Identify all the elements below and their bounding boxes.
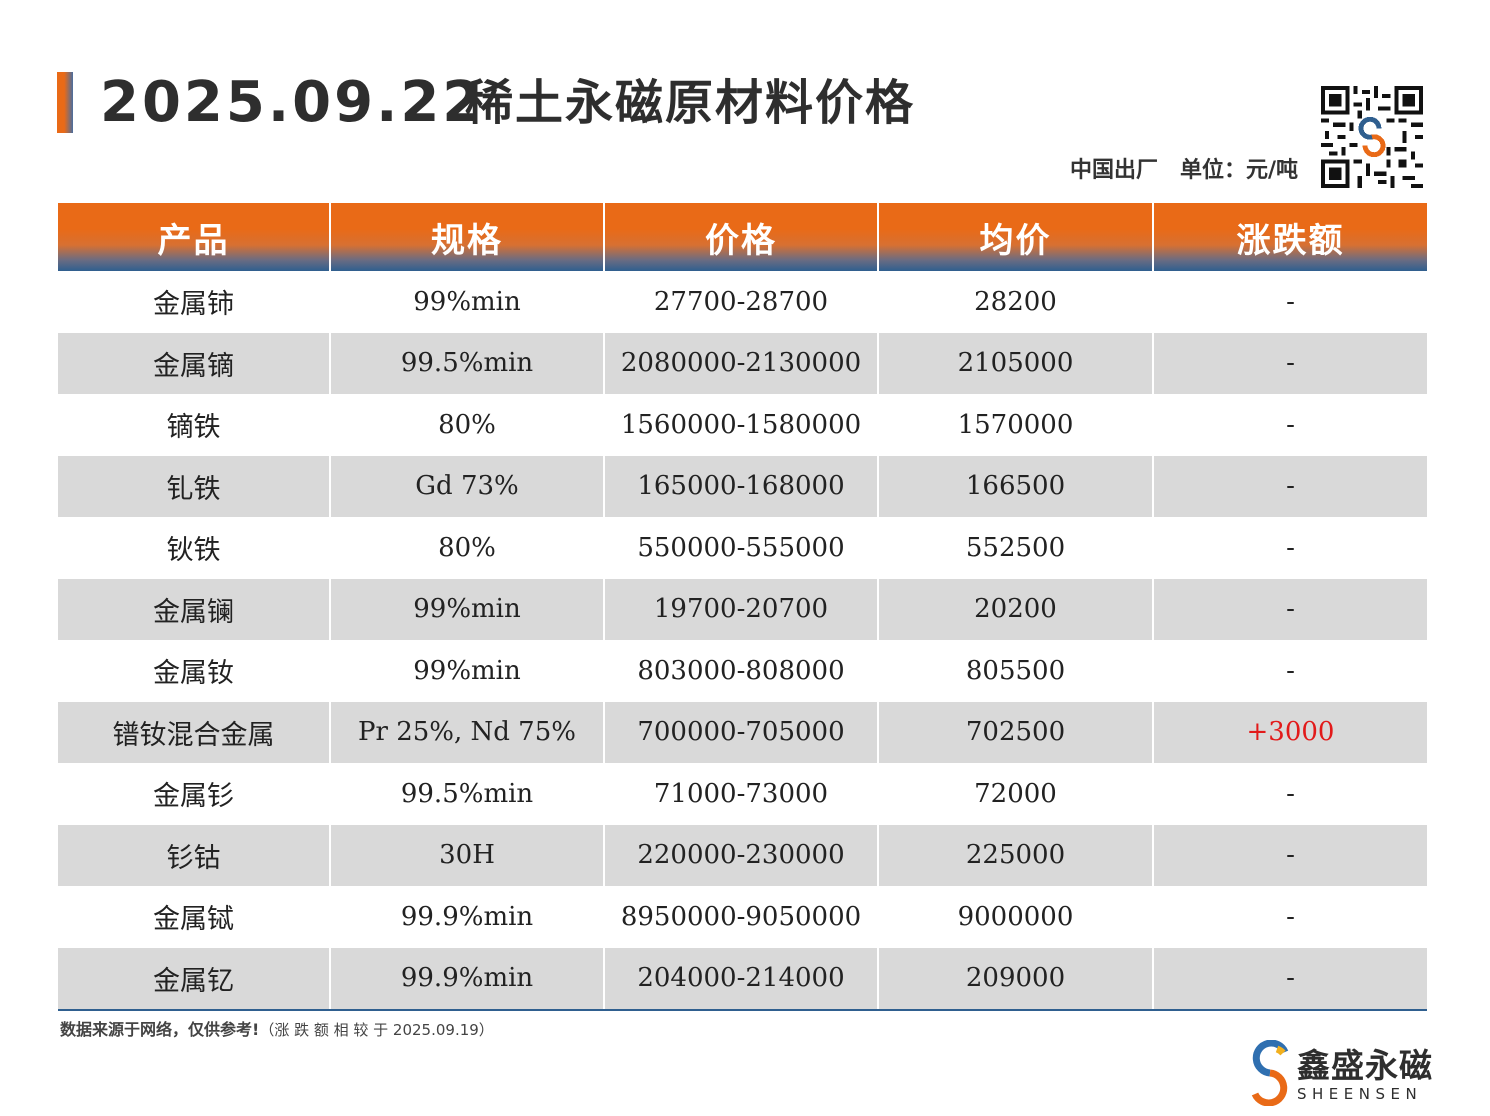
cell-price: 2080000-2130000 xyxy=(605,332,879,394)
cell-product: 金属铈 xyxy=(58,271,331,333)
cell-change: - xyxy=(1286,409,1295,440)
cell-change: - xyxy=(1286,655,1295,686)
cell-avg-price: 552500 xyxy=(879,517,1154,579)
cell-price: 803000-808000 xyxy=(605,640,879,702)
cell-spec: 99.9%min xyxy=(331,947,605,1009)
cell-change: - xyxy=(1286,840,1295,871)
unit-info: 中国出厂 单位：元/吨 xyxy=(1020,156,1298,186)
source-text: 数据来源于网络，仅供参考! xyxy=(60,1020,260,1039)
table-row: 金属镝 99.5%min 2080000-2130000 2105000 - xyxy=(58,332,1427,394)
cell-avg-price: 209000 xyxy=(879,947,1154,1009)
table-row: 金属铽 99.9%min 8950000-9050000 9000000 - xyxy=(58,886,1427,948)
table-bottom-rule xyxy=(58,1009,1427,1011)
table-header: 产品 规格 价格 均价 涨跌额 xyxy=(58,203,1427,271)
table-row: 金属铈 99%min 27700-28700 28200 - xyxy=(58,271,1427,333)
cell-price: 220000-230000 xyxy=(605,824,879,886)
cell-spec: 99.5%min xyxy=(331,763,605,825)
cell-product: 金属钇 xyxy=(58,947,331,1009)
table-row: 金属钇 99.9%min 204000-214000 209000 - xyxy=(58,947,1427,1009)
sheensen-s-logo-icon xyxy=(1251,1040,1289,1106)
cell-spec: 99%min xyxy=(331,271,605,333)
cell-change: +3000 xyxy=(1246,717,1335,748)
cell-avg-price: 225000 xyxy=(879,824,1154,886)
column-header-avg-price: 均价 xyxy=(879,203,1154,271)
cell-product: 金属铽 xyxy=(58,886,331,948)
cell-spec: 99%min xyxy=(331,578,605,640)
table-row: 钆铁 Gd 73% 165000-168000 166500 - xyxy=(58,455,1427,517)
cell-price: 71000-73000 xyxy=(605,763,879,825)
table-row: 钬铁 80% 550000-555000 552500 - xyxy=(58,517,1427,579)
cell-price: 27700-28700 xyxy=(605,271,879,333)
table-row: 金属镧 99%min 19700-20700 20200 - xyxy=(58,578,1427,640)
cell-product: 镝铁 xyxy=(58,394,331,456)
cell-spec: 99%min xyxy=(331,640,605,702)
price-table: 产品 规格 价格 均价 涨跌额 金属铈 99%min 27700-28700 28200- 金属… xyxy=(58,203,1427,1011)
table-row: 钐钴 30H 220000-230000 225000 - xyxy=(58,824,1427,886)
cell-spec: 99.9%min xyxy=(331,886,605,948)
cell-change: - xyxy=(1286,778,1295,809)
table-row: 金属钐 99.5%min 71000-73000 72000 - xyxy=(58,763,1427,825)
cell-spec: Gd 73% xyxy=(331,455,605,517)
cell-product: 金属镝 xyxy=(58,332,331,394)
cell-avg-price: 805500 xyxy=(879,640,1154,702)
cell-avg-price: 702500 xyxy=(879,701,1154,763)
cell-product: 钬铁 xyxy=(58,517,331,579)
cell-product: 钐钴 xyxy=(58,824,331,886)
title-accent-bar xyxy=(57,72,73,133)
cell-change: - xyxy=(1286,286,1295,317)
cell-price: 550000-555000 xyxy=(605,517,879,579)
cell-spec: 30H xyxy=(331,824,605,886)
unit-label: 单位：元/吨 xyxy=(1179,158,1298,183)
cell-change: - xyxy=(1286,532,1295,563)
cell-change: - xyxy=(1286,348,1295,379)
cell-product: 金属钕 xyxy=(58,640,331,702)
comparison-note: （涨 跌 额 相 较 于 2025.09.19） xyxy=(259,1021,494,1039)
brand-name-en: SHEENSEN xyxy=(1297,1085,1423,1103)
cell-product: 镨钕混合金属 xyxy=(58,701,331,763)
brand-name: 鑫盛永磁 xyxy=(1297,1046,1433,1085)
cell-avg-price: 2105000 xyxy=(879,332,1154,394)
cell-spec: 99.5%min xyxy=(331,332,605,394)
column-header-change: 涨跌额 xyxy=(1236,220,1345,261)
cell-change: - xyxy=(1286,901,1295,932)
table-row: 镨钕混合金属 Pr 25%, Nd 75% 700000-705000 702500 +… xyxy=(58,701,1427,763)
data-source-note: 数据来源于网络，仅供参考!（涨 跌 额 相 较 于 2025.09.19） xyxy=(60,1018,494,1042)
cell-spec: Pr 25%, Nd 75% xyxy=(331,701,605,763)
column-header-spec: 规格 xyxy=(331,203,605,271)
cell-product: 金属镧 xyxy=(58,578,331,640)
cell-price: 700000-705000 xyxy=(605,701,879,763)
cell-avg-price: 166500 xyxy=(879,455,1154,517)
page-title: 稀土永磁原材料价格 xyxy=(465,75,916,131)
cell-change: - xyxy=(1286,963,1295,994)
cell-price: 19700-20700 xyxy=(605,578,879,640)
cell-spec: 80% xyxy=(331,517,605,579)
table-row: 镝铁 80% 1560000-1580000 1570000 - xyxy=(58,394,1427,456)
table-row: 金属钕 99%min 803000-808000 805500 - xyxy=(58,640,1427,702)
cell-avg-price: 72000 xyxy=(879,763,1154,825)
origin-label: 中国出厂 xyxy=(1069,158,1158,183)
cell-price: 165000-168000 xyxy=(605,455,879,517)
qr-code-icon[interactable] xyxy=(1321,86,1423,188)
cell-avg-price: 9000000 xyxy=(879,886,1154,948)
cell-price: 8950000-9050000 xyxy=(605,886,879,948)
report-date: 2025.09.22 xyxy=(100,70,485,135)
cell-change: - xyxy=(1286,594,1295,625)
cell-avg-price: 28200 xyxy=(879,271,1154,333)
cell-price: 1560000-1580000 xyxy=(605,394,879,456)
column-header-product: 产品 xyxy=(58,203,331,271)
cell-price: 204000-214000 xyxy=(605,947,879,1009)
column-header-price: 价格 xyxy=(605,203,879,271)
cell-avg-price: 1570000 xyxy=(879,394,1154,456)
cell-product: 钆铁 xyxy=(58,455,331,517)
cell-change: - xyxy=(1286,471,1295,502)
cell-spec: 80% xyxy=(331,394,605,456)
cell-product: 金属钐 xyxy=(58,763,331,825)
cell-avg-price: 20200 xyxy=(879,578,1154,640)
